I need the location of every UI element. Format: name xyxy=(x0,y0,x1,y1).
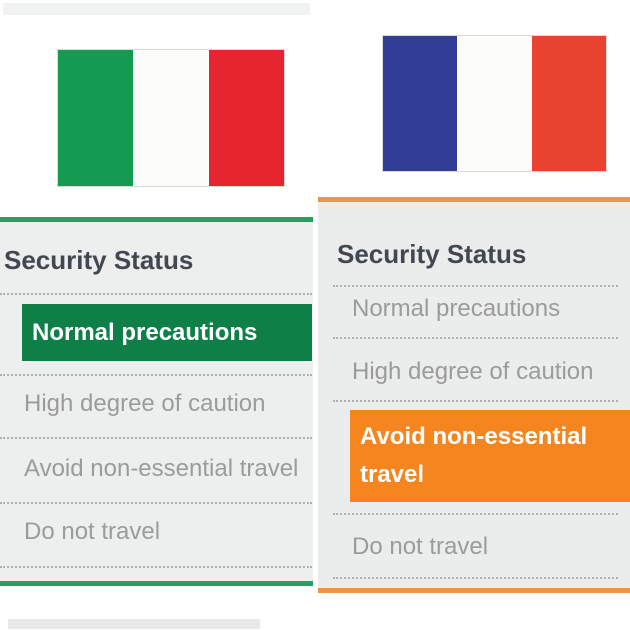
divider xyxy=(0,566,312,568)
status-avoid-non-essential-travel: Avoid non-essential travel xyxy=(24,455,299,482)
france-flag xyxy=(382,35,607,172)
country-column-italy: Security Status Normal precautions High … xyxy=(0,3,313,629)
security-status-title: Security Status xyxy=(4,245,194,275)
status-avoid-non-essential-travel-active: Avoid non-essential travel xyxy=(350,410,630,502)
country-column-france: Security Status Normal precautions High … xyxy=(315,0,630,630)
divider xyxy=(0,374,312,376)
france-flag-blue-stripe xyxy=(383,36,458,171)
status-high-degree-of-caution: High degree of caution xyxy=(24,390,266,417)
divider xyxy=(333,577,618,579)
france-flag-red-stripe xyxy=(531,36,606,171)
divider xyxy=(333,513,618,515)
france-flag-white-stripe xyxy=(457,36,532,171)
italy-flag-green-stripe xyxy=(58,50,134,186)
divider xyxy=(333,337,618,339)
italy-flag-red-stripe xyxy=(208,50,284,186)
status-normal-precautions: Normal precautions xyxy=(352,295,561,322)
status-do-not-travel: Do not travel xyxy=(352,533,489,560)
previous-widget-edge xyxy=(3,3,310,15)
status-do-not-travel: Do not travel xyxy=(24,518,161,545)
security-status-panel-france: Security Status Normal precautions High … xyxy=(318,197,630,593)
divider xyxy=(333,400,618,402)
italy-flag xyxy=(57,49,285,187)
italy-flag-white-stripe xyxy=(133,50,209,186)
divider xyxy=(0,502,312,504)
status-normal-precautions-active: Normal precautions xyxy=(22,304,312,361)
status-high-degree-of-caution: High degree of caution xyxy=(352,358,594,385)
status-label: Avoid non-essential travel xyxy=(360,423,588,488)
next-widget-edge xyxy=(8,619,260,629)
security-status-panel-italy: Security Status Normal precautions High … xyxy=(0,217,313,586)
divider xyxy=(333,285,618,287)
status-label: Normal precautions xyxy=(32,318,258,346)
divider xyxy=(0,293,312,295)
divider xyxy=(0,437,312,439)
security-status-title: Security Status xyxy=(337,239,527,269)
